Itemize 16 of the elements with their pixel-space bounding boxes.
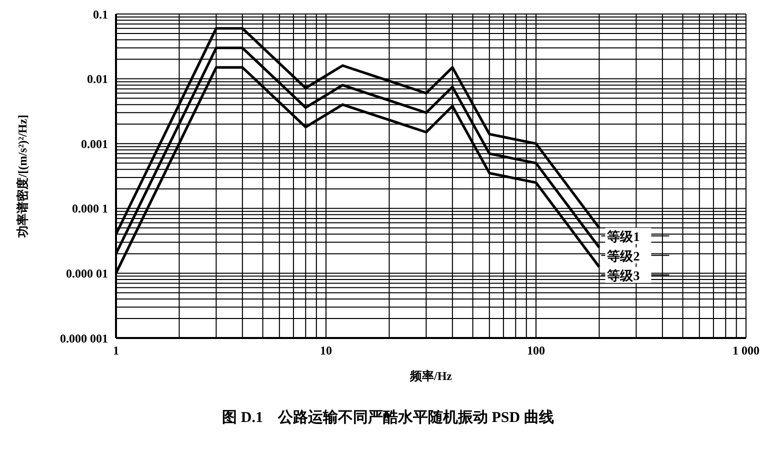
series-label: 等级2: [606, 248, 640, 264]
series-label: 等级3: [606, 268, 640, 283]
y-tick-label: 0.000 1: [72, 202, 108, 216]
x-tick-label: 100: [527, 344, 545, 358]
y-tick-label: 0.01: [87, 72, 108, 86]
y-tick-label: 0.000 01: [66, 266, 108, 280]
text: 图 D.1 公路运输不同严酷水平随机振动 PSD 曲线: [221, 408, 555, 427]
x-axis-title: 频率/Hz: [409, 369, 453, 383]
y-axis-title: 功率谱密度/[(m/s²)²/Hz]: [15, 114, 30, 238]
x-tick-label: 10: [320, 344, 332, 358]
x-tick-label: 1 000: [732, 344, 760, 358]
y-tick-label: 0.1: [93, 7, 108, 22]
y-tick-label: 0.001: [81, 136, 108, 151]
series-label: 等级1: [606, 228, 640, 244]
x-tick-label: 1: [113, 344, 119, 358]
y-tick-label: 0.000 001: [60, 331, 108, 346]
